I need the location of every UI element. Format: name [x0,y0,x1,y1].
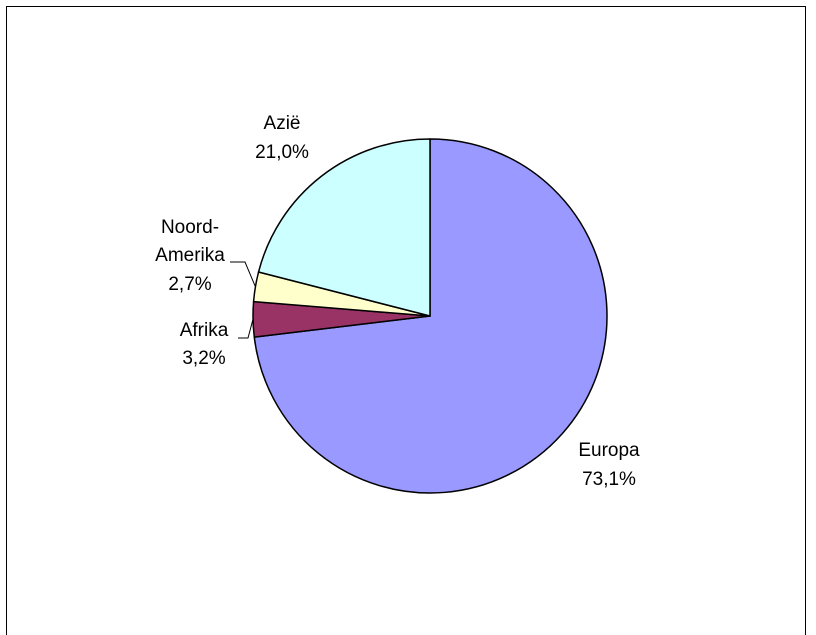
label-europa-name: Europa [578,440,640,461]
leader-lines [230,261,256,339]
label-europa-percent: 73,1% [582,469,636,490]
leader-line-afrika [238,319,254,339]
label-noord-amerika-line1: Noord- [161,217,219,238]
label-noord-amerika-percent: 2,7% [168,274,211,295]
label-afrika-name: Afrika [180,320,229,341]
slice-labels: Europa 73,1% Afrika 3,2% Noord- Amerika … [155,113,640,490]
leader-line-noord-amerika [230,261,256,287]
label-azie-name: Azië [264,113,301,134]
pie-slices [252,138,608,494]
label-noord-amerika-line2: Amerika [155,245,225,266]
label-afrika-percent: 3,2% [182,348,225,369]
pie-slice-azi- [257,138,431,317]
label-azie-percent: 21,0% [255,142,309,163]
